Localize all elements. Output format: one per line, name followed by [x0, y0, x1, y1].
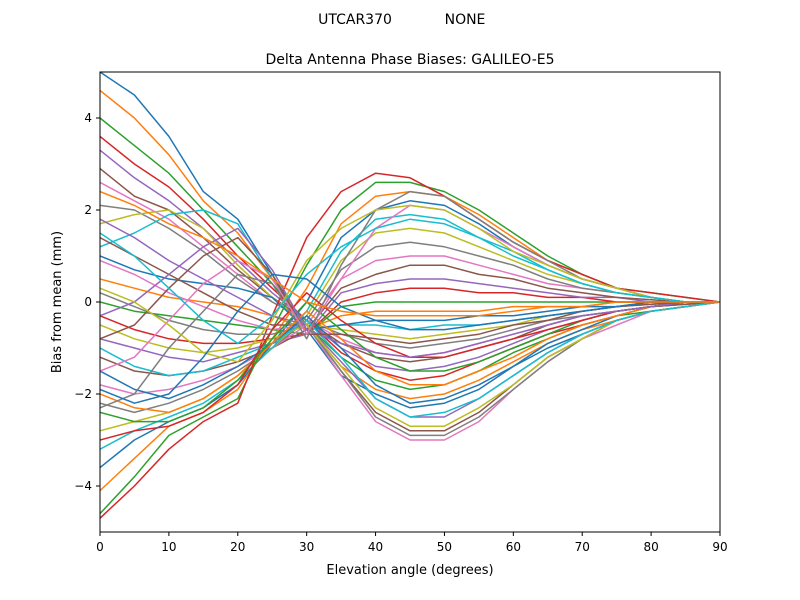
series-line-s27	[100, 259, 720, 441]
x-tick-label: 60	[506, 540, 521, 554]
y-tick-label: 2	[84, 203, 92, 217]
series-line-s35	[100, 227, 720, 358]
chart-title: Delta Antenna Phase Biases: GALILEO-E5	[265, 52, 554, 68]
x-tick-label: 90	[712, 540, 727, 554]
x-tick-label: 40	[368, 540, 383, 554]
series-line-s42	[100, 190, 720, 317]
series-line-s30	[100, 301, 720, 418]
suptitle-station: UTCAR370	[318, 12, 392, 28]
x-tick-label: 30	[299, 540, 314, 554]
x-tick-label: 50	[437, 540, 452, 554]
y-tick-label: −2	[74, 387, 92, 401]
y-tick-label: −4	[74, 479, 92, 493]
x-tick-label: 20	[230, 540, 245, 554]
x-tick-label: 0	[96, 540, 104, 554]
series-line-s40	[100, 218, 720, 345]
suptitle-radome: NONE	[445, 12, 486, 28]
x-axis: 0 10 20 30 40 50 60 70 80 90	[96, 532, 728, 554]
y-axis-label: Bias from mean (mm)	[50, 231, 65, 373]
series-line-s32	[100, 301, 720, 414]
x-axis-label: Elevation angle (degrees)	[326, 563, 493, 578]
x-tick-label: 80	[643, 540, 658, 554]
series-line-s41	[100, 273, 720, 404]
x-tick-label: 10	[161, 540, 176, 554]
series-line-s39	[100, 204, 720, 363]
series-lines	[100, 72, 720, 519]
y-axis: −4 −2 0 2 4	[74, 111, 100, 493]
y-tick-label: 4	[84, 111, 92, 125]
y-tick-label: 0	[84, 295, 92, 309]
x-tick-label: 70	[575, 540, 590, 554]
